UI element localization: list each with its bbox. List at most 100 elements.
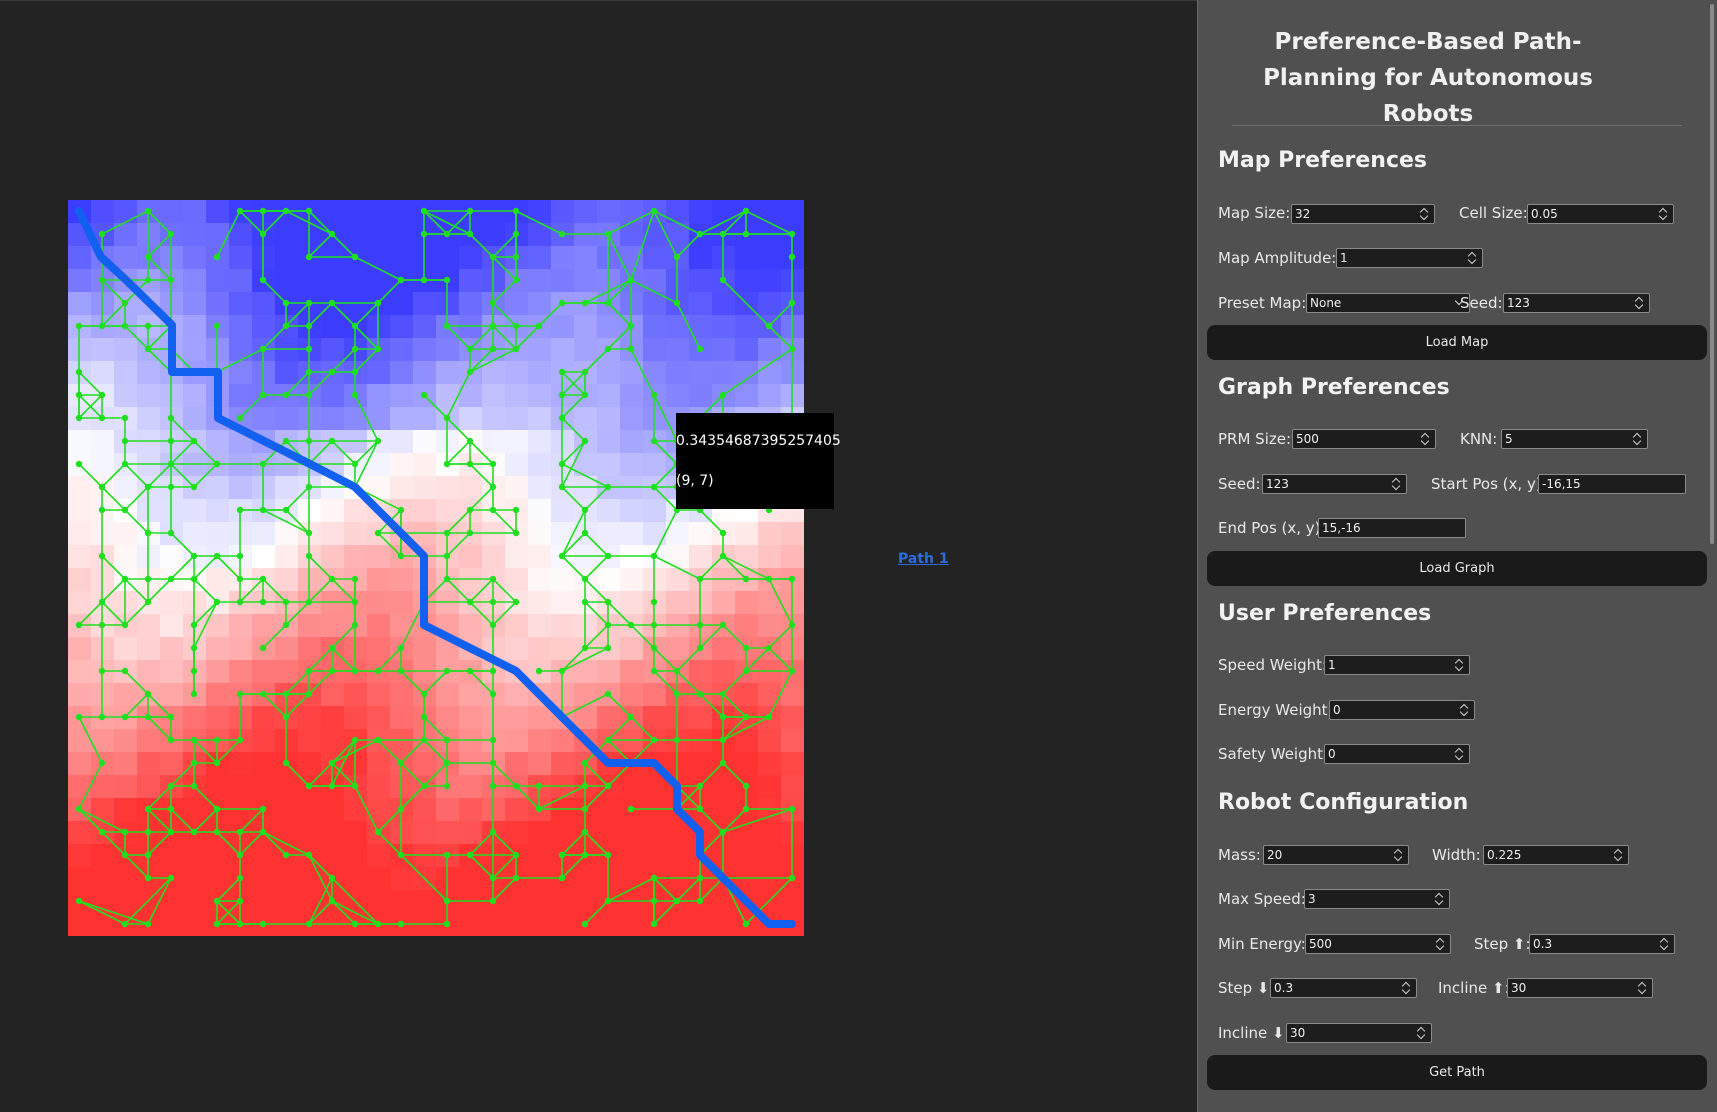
panel-scrollbar[interactable] (1710, 4, 1714, 544)
graph-edge (584, 279, 632, 304)
graph-node (121, 851, 129, 859)
graph-node (420, 276, 428, 284)
graph-edge (469, 601, 494, 626)
preset-map-select[interactable]: None (1306, 293, 1470, 313)
graph-node (489, 667, 497, 675)
terrain-map[interactable] (68, 200, 804, 936)
prm-size-input[interactable]: 500 (1292, 429, 1436, 449)
graph-edge (239, 808, 264, 833)
load-map-button[interactable]: Load Map (1207, 325, 1707, 360)
graph-node (466, 667, 474, 675)
graph-node (259, 460, 267, 468)
graph-edge (653, 509, 678, 557)
graph-node (581, 598, 589, 606)
graph-node (259, 345, 267, 353)
graph-node (167, 805, 175, 813)
get-path-button[interactable]: Get Path (1207, 1055, 1707, 1090)
spinner-icon[interactable] (1420, 207, 1428, 221)
graph-edge (561, 532, 586, 557)
graph-edge (699, 762, 724, 787)
start-pos-input[interactable]: -16,15 (1538, 474, 1686, 494)
graph-edge (170, 417, 195, 442)
path-1-link[interactable]: Path 1 (898, 551, 949, 567)
graph-node (374, 437, 382, 445)
graph-edge (561, 647, 586, 672)
graph-seed-input[interactable]: 123 (1262, 474, 1407, 494)
spinner-icon[interactable] (1417, 1026, 1425, 1040)
spinner-icon[interactable] (1421, 432, 1429, 446)
incline-down-input[interactable]: 30 (1286, 1023, 1432, 1043)
graph-node (581, 391, 589, 399)
graph-node (627, 276, 635, 284)
end-pos-input[interactable]: 15,-16 (1318, 518, 1466, 538)
graph-edge (101, 486, 126, 511)
incline-up-input[interactable]: 30 (1507, 978, 1653, 998)
spinner-icon[interactable] (1614, 848, 1622, 862)
graph-node (788, 805, 796, 813)
graph-node (604, 736, 612, 744)
spinner-icon[interactable] (1392, 477, 1400, 491)
spinner-icon[interactable] (1455, 747, 1463, 761)
mass-input[interactable]: 20 (1263, 845, 1409, 865)
spinner-icon[interactable] (1659, 207, 1667, 221)
graph-node (305, 207, 313, 215)
spinner-icon[interactable] (1635, 296, 1643, 310)
graph-node (489, 897, 497, 905)
graph-edge (193, 785, 218, 810)
spinner-icon[interactable] (1633, 432, 1641, 446)
graph-node (604, 851, 612, 859)
graph-node (535, 322, 543, 330)
step-down-input[interactable]: 0.3 (1270, 978, 1417, 998)
graph-edge (331, 233, 356, 258)
speed-weight-input[interactable]: 1 (1324, 655, 1470, 675)
graph-node (420, 207, 428, 215)
min-energy-input[interactable]: 500 (1305, 934, 1451, 954)
graph-edge (331, 877, 379, 925)
spinner-icon[interactable] (1460, 703, 1468, 717)
graph-node (696, 782, 704, 790)
graph-node (420, 782, 428, 790)
graph-node (489, 621, 497, 629)
spinner-icon[interactable] (1468, 251, 1476, 265)
graph-node (305, 299, 313, 307)
map-size-input[interactable]: 32 (1291, 204, 1435, 224)
step-up-input[interactable]: 0.3 (1529, 934, 1675, 954)
spinner-icon[interactable] (1660, 937, 1668, 951)
incline-up-label: Incline ⬆: (1438, 979, 1510, 997)
step-up-label: Step ⬆: (1474, 935, 1531, 953)
spinner-icon[interactable] (1435, 892, 1443, 906)
spinner-icon[interactable] (1638, 981, 1646, 995)
spinner-icon[interactable] (1402, 981, 1410, 995)
energy-weight-input[interactable]: 0 (1329, 700, 1475, 720)
safety-weight-input[interactable]: 0 (1324, 744, 1470, 764)
max-speed-input[interactable]: 3 (1304, 889, 1450, 909)
planned-path (75, 207, 796, 928)
graph-edge (101, 601, 126, 626)
graph-edge (285, 302, 310, 327)
cell-size-input[interactable]: 0.05 (1527, 204, 1674, 224)
graph-node (259, 828, 267, 836)
graph-edge (193, 601, 218, 649)
graph-node (190, 690, 198, 698)
graph-edge (193, 463, 218, 488)
graph-edge (124, 854, 149, 879)
graph-node (328, 368, 336, 376)
graph-node (420, 736, 428, 744)
graph-node (719, 736, 727, 744)
spinner-icon[interactable] (1436, 937, 1444, 951)
graph-edge (722, 624, 747, 649)
graph-node (604, 690, 612, 698)
graph-edge (584, 578, 609, 603)
graph-edge (78, 394, 103, 419)
load-graph-button[interactable]: Load Graph (1207, 551, 1707, 586)
width-input[interactable]: 0.225 (1483, 845, 1629, 865)
spinner-icon[interactable] (1394, 848, 1402, 862)
knn-input[interactable]: 5 (1501, 429, 1648, 449)
graph-edge (101, 210, 149, 235)
map-seed-input[interactable]: 123 (1503, 293, 1650, 313)
spinner-icon[interactable] (1455, 658, 1463, 672)
map-amplitude-input[interactable]: 1 (1336, 248, 1483, 268)
graph-node (443, 529, 451, 537)
graph-edge (722, 808, 747, 833)
graph-node (213, 736, 221, 744)
